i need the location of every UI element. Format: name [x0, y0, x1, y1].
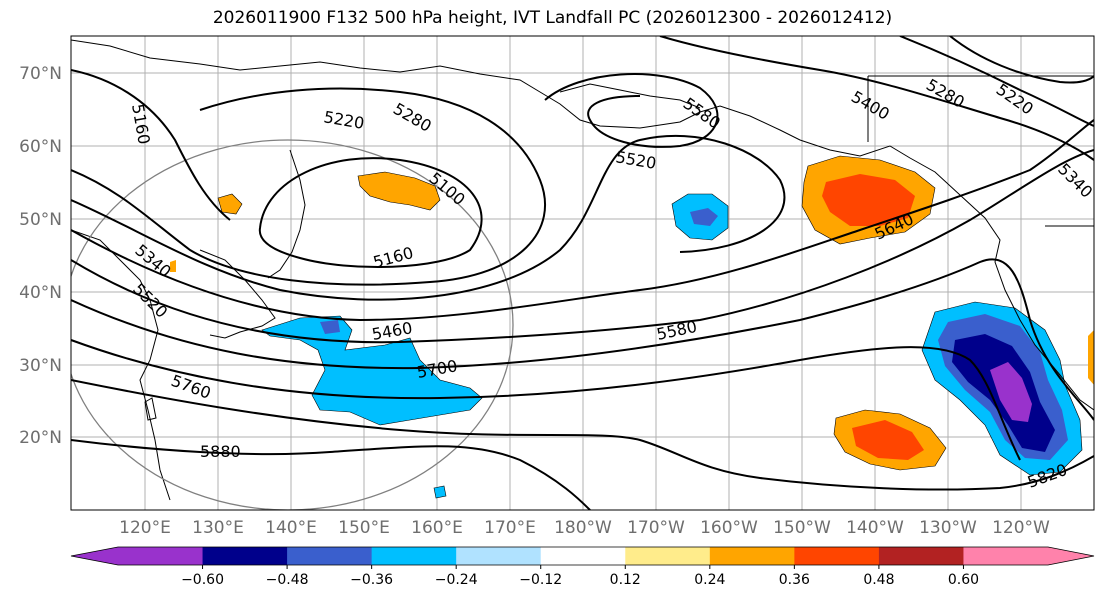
- lon-label: 150°W: [773, 518, 831, 538]
- colorbar-tick-label: −0.12: [519, 572, 562, 588]
- coastlines: [71, 39, 1094, 501]
- colorbar: [70, 546, 1095, 566]
- contour-line-5: [71, 134, 786, 301]
- coastline-taiwan: [144, 397, 157, 421]
- lat-label: 50°N: [19, 210, 62, 230]
- map-title: 2026011900 F132 500 hPa height, IVT Land…: [212, 8, 893, 28]
- coastline-alaska: [559, 83, 701, 109]
- contour-line-10: [71, 379, 1094, 491]
- colorbar-segment: [456, 547, 542, 565]
- colorbar-segment: [878, 547, 964, 565]
- coastline-north-pacific: [71, 39, 1094, 411]
- lon-label: 170°W: [627, 518, 685, 538]
- colorbar-segment: [709, 547, 795, 565]
- lon-label: 130°E: [192, 518, 244, 538]
- contour-line-2: [258, 157, 483, 269]
- colorbar-segment: [371, 547, 457, 565]
- colorbar-segment: [1048, 547, 1094, 565]
- colorbar-segment: [794, 547, 880, 565]
- colorbar-tick-label: 0.48: [863, 572, 894, 588]
- ivt-core-subtropical: [852, 420, 924, 460]
- lon-label: 150°E: [338, 518, 390, 538]
- longitude-labels: 120°E 130°E 140°E 150°E 160°E 170°E 180°…: [119, 518, 1050, 538]
- lon-label: 130°W: [919, 518, 977, 538]
- colorbar-segment: [71, 547, 118, 565]
- lon-label: 140°E: [265, 518, 317, 538]
- lon-label: 120°E: [119, 518, 171, 538]
- colorbar-segment: [963, 547, 1049, 565]
- ivt-core-us-westcoast: [990, 362, 1032, 422]
- lat-label: 30°N: [19, 356, 62, 376]
- lon-label: 170°E: [484, 518, 536, 538]
- ivt-region-small-orange: [217, 193, 243, 215]
- colorbar-segment: [625, 547, 711, 565]
- contour-line-9: [71, 339, 1021, 461]
- map-frame: [70, 35, 1095, 511]
- lat-label: 20°N: [19, 428, 62, 448]
- ivt-core-aleutian: [690, 208, 718, 226]
- colorbar-ticks: −0.60 −0.48 −0.36 −0.24 −0.12 0.12 0.24 0.36 0.4…: [181, 565, 979, 588]
- colorbar-tick-label: 0.36: [779, 572, 810, 588]
- contour-line-7: [71, 149, 1094, 344]
- colorbar-tick-label: −0.36: [350, 572, 393, 588]
- lat-label: 40°N: [19, 283, 62, 303]
- lon-label: 180°W: [554, 518, 612, 538]
- colorbar-segment: [287, 547, 373, 565]
- ivt-region-tiny: [433, 485, 447, 499]
- lon-label: 160°E: [411, 518, 463, 538]
- contour-line-8: [71, 258, 1094, 421]
- colorbar-tick-label: −0.24: [435, 572, 478, 588]
- contour-line-3: [71, 87, 546, 286]
- contour-line-14: [949, 36, 1094, 84]
- border-canada: [867, 75, 1094, 227]
- colorbar-tick-label: 0.24: [694, 572, 725, 588]
- colorbar-tick-label: −0.48: [266, 572, 309, 588]
- ivt-core-gulf-alaska: [822, 174, 915, 226]
- lon-label: 120°W: [992, 518, 1050, 538]
- colorbar-segment: [202, 547, 288, 565]
- ivt-region-edge-orange: [1088, 330, 1094, 385]
- contour-line-12: [659, 36, 1094, 161]
- colorbar-tick-label: 0.60: [948, 572, 979, 588]
- contour-label: 5880: [200, 442, 241, 461]
- reference-circle: [71, 139, 514, 510]
- coastline-asia-east: [71, 229, 171, 501]
- lat-label: 60°N: [19, 137, 62, 157]
- coastline-kamchatka: [267, 149, 306, 279]
- height-contours: [71, 36, 1094, 510]
- coastline-japan: [199, 249, 276, 339]
- lat-label: 70°N: [19, 64, 62, 84]
- colorbar-outline: [70, 546, 1095, 566]
- colorbar-tick-label: 0.12: [610, 572, 641, 588]
- ivt-region-tiny-orange: [170, 260, 176, 272]
- colorbar-tick-label: −0.60: [181, 572, 224, 588]
- lon-label: 140°W: [846, 518, 904, 538]
- contour-line-4: [544, 73, 719, 148]
- ivt-region-kamchatka: [357, 171, 441, 211]
- colorbar-segment: [540, 547, 626, 565]
- contour-line-6: [71, 119, 1094, 322]
- latitude-labels: 70°N 60°N 50°N 40°N 30°N 20°N: [19, 64, 62, 448]
- contour-line-13: [899, 36, 1094, 127]
- contour-line-1: [71, 69, 231, 221]
- lon-label: 160°W: [700, 518, 758, 538]
- colorbar-segment: [118, 547, 204, 565]
- ivt-core-west-pacific: [320, 320, 340, 334]
- graticule: [71, 36, 1094, 510]
- contour-line-11: [71, 439, 591, 510]
